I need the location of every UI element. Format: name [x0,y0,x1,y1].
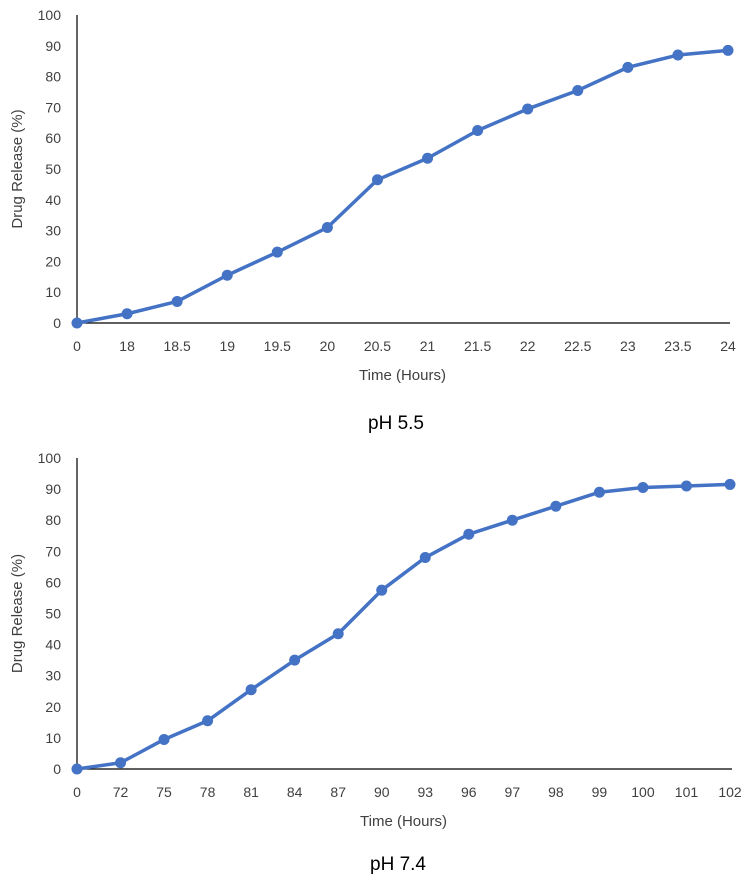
y-tick-label: 90 [45,38,61,54]
y-axis-title: Drug Release (%) [9,554,26,673]
x-tick-label: 96 [461,784,477,800]
data-point [71,317,83,329]
x-tick-label: 19.5 [264,338,291,354]
y-tick-label: 90 [45,481,61,497]
data-point [422,152,434,164]
data-point [221,269,233,281]
y-tick-label: 0 [53,315,61,331]
data-point [115,757,127,769]
x-tick-label: 0 [73,338,81,354]
data-point [550,500,562,512]
x-tick-label: 0 [73,784,81,800]
data-point [622,61,634,73]
data-point [472,125,484,136]
y-tick-label: 50 [45,606,61,622]
y-tick-label: 70 [45,543,61,559]
data-point [376,584,388,596]
x-tick-label: 22.5 [564,338,591,354]
y-tick-label: 20 [45,253,61,269]
data-point [158,733,170,745]
data-point [680,480,692,492]
x-axis-title: Time (Hours) [359,367,446,384]
x-tick-label: 100 [631,784,655,800]
y-tick-label: 30 [45,668,61,684]
data-point [637,482,649,494]
x-tick-label: 19 [219,338,235,354]
x-axis-title: Time (Hours) [360,813,447,830]
x-tick-label: 23.5 [664,338,691,354]
data-point [593,486,605,498]
y-tick-label: 70 [45,99,61,115]
data-point [71,763,83,775]
x-tick-label: 20.5 [364,338,391,354]
data-point [722,44,734,56]
y-tick-label: 60 [45,574,61,590]
data-point [171,295,183,307]
y-tick-label: 100 [38,7,62,23]
data-point [371,174,383,186]
y-tick-label: 0 [53,761,61,777]
chart-ph-7-4: 0 10 20 30 40 50 60 70 80 90 100 0 72 75 78 81 84 87 90 93 9… [0,444,750,880]
y-tick-label: 40 [45,637,61,653]
x-tick-label: 24 [720,338,736,354]
x-tick-label: 102 [718,784,742,800]
x-tick-label: 93 [417,784,433,800]
data-point [202,715,214,727]
data-point [289,654,301,666]
x-tick-label: 75 [156,784,172,800]
y-tick-label: 50 [45,161,61,177]
series-line [76,48,729,325]
y-axis-title: Drug Release (%) [9,109,26,228]
x-tick-label: 99 [592,784,608,800]
x-tick-label: 22 [520,338,536,354]
x-tick-label: 21 [420,338,436,354]
x-tick-label: 20 [320,338,336,354]
data-point [271,246,283,258]
y-tick-label: 80 [45,512,61,528]
x-tick-label: 21.5 [464,338,491,354]
data-point [572,84,584,96]
data-point [321,222,333,234]
y-tick-label: 10 [45,284,61,300]
x-tick-label: 98 [548,784,564,800]
y-tick-label: 100 [38,450,62,466]
data-point [419,552,431,564]
data-point [332,628,344,640]
data-point [506,514,518,526]
y-tick-label: 20 [45,699,61,715]
x-tick-label: 72 [113,784,129,800]
data-point [724,478,736,490]
chart-ph-5-5: 0 10 20 30 40 50 60 70 80 90 100 0 18 18.5 19 19.5 20 20.… [9,7,736,434]
data-point [463,528,475,540]
x-tick-label: 18 [119,338,135,354]
x-tick-label: 81 [243,784,259,800]
y-tick-label: 60 [45,130,61,146]
x-tick-label: 87 [330,784,346,800]
y-tick-label: 30 [45,223,61,239]
y-tick-label: 10 [45,730,61,746]
x-tick-label: 78 [200,784,216,800]
data-point [121,308,133,320]
y-tick-label: 80 [45,69,61,85]
x-tick-label: 101 [675,784,699,800]
y-tick-label: 40 [45,192,61,208]
x-tick-label: 84 [287,784,303,800]
chart-caption: pH 7.4 [370,854,426,875]
x-tick-label: 18.5 [164,338,191,354]
data-point [245,684,257,696]
x-tick-label: 90 [374,784,390,800]
x-tick-label: 97 [505,784,521,800]
chart-caption: pH 5.5 [368,413,424,434]
series-line [76,482,731,771]
chart-svg: 0 10 20 30 40 50 60 70 80 90 100 0 72 75 78 81 84 87 90 93 9… [9,450,742,875]
chart-svg: 0 10 20 30 40 50 60 70 80 90 100 0 18 18.5 19 19.5 20 20.… [9,7,736,434]
data-point [522,103,534,115]
x-tick-label: 23 [620,338,636,354]
data-point [672,49,684,61]
